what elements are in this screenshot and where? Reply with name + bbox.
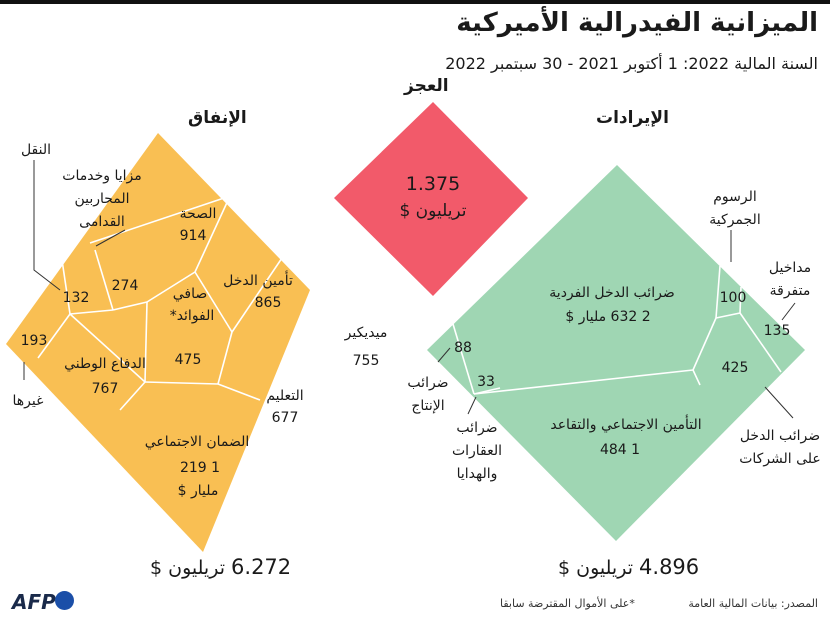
afp-logo: AFP: [12, 590, 56, 614]
spending-heading: الإنفاق: [188, 108, 247, 128]
label-misc-1: مداخيل: [769, 260, 811, 276]
label-corp-2: على الشركات: [739, 451, 821, 467]
label-veterans-3: القدامى: [79, 214, 125, 230]
revenue-value-misc: 135: [764, 323, 791, 339]
spending-cell-lines: [37, 195, 283, 411]
label-customs-1: الرسوم: [713, 189, 757, 205]
label-excise-2: الإنتاج: [411, 398, 444, 414]
spending-label-health: الصحة: [180, 206, 217, 222]
revenue-total-value: 4.896: [639, 555, 700, 579]
spending-value-education: 677: [272, 410, 299, 426]
footnote: *على الأموال المقترضة سابقا: [500, 597, 635, 610]
spending-value-social-security: 1 219: [180, 460, 220, 476]
top-rule: [0, 0, 830, 4]
revenue-value-social-ins: 1 484: [600, 442, 640, 458]
label-misc-2: متفرقة: [770, 283, 811, 299]
revenue-value-customs: 100: [720, 290, 747, 306]
label-transport: النقل: [21, 142, 51, 158]
deficit-diamond: [334, 102, 528, 296]
spending-value-medicare: 755: [353, 353, 380, 369]
spending-value-health: 914: [180, 228, 207, 244]
revenue-label-social-ins: التأمين الاجتماعي والتقاعد: [550, 414, 701, 433]
spending-diamond: [6, 133, 310, 552]
spending-total: 6.272 تريليون $: [150, 555, 291, 579]
spending-value-other: 193: [21, 333, 48, 349]
revenue-value-corp: 425: [722, 360, 749, 376]
revenue-heading: الإيرادات: [596, 108, 669, 128]
label-excise-1: ضرائب: [407, 375, 448, 391]
page-title: الميزانية الفيدرالية الأميركية: [456, 8, 818, 38]
label-corp-1: ضرائب الدخل: [740, 428, 820, 444]
deficit-heading: العجز: [404, 76, 449, 96]
deficit-unit: تريليون $: [399, 201, 466, 221]
spending-value-transport: 132: [63, 290, 90, 306]
spending-label-education: التعليم: [266, 388, 303, 404]
spending-treemap: الصحة 914 تأمين الدخل 865 ميديكير 755 ال…: [6, 133, 387, 552]
revenue-value-indiv-tax: 2 632 مليار $: [565, 309, 650, 325]
deficit-diamond-group: 1.375 تريليون $: [334, 102, 528, 296]
spending-label-social-security: الضمان الاجتماعي: [145, 434, 250, 450]
revenue-value-excise: 88: [454, 340, 472, 356]
revenue-treemap: ضرائب الدخل الفردية 2 632 مليار $ التأمي…: [427, 165, 805, 541]
revenue-diamond: [427, 165, 805, 541]
revenue-label-indiv-tax: ضرائب الدخل الفردية: [549, 285, 674, 301]
spending-label-income-security: تأمين الدخل: [223, 270, 293, 289]
callout-labels: النقل مزايا وخدمات المحاربين القدامى غير…: [13, 142, 821, 482]
label-veterans-1: مزايا وخدمات: [62, 168, 141, 184]
spending-value-veterans: 274: [112, 278, 139, 294]
spending-label-defense: الدفاع الوطني: [64, 356, 146, 372]
page-subtitle: السنة المالية 2022: 1 أكتوبر 2021 - 30 س…: [445, 54, 818, 73]
spending-total-value: 6.272: [231, 555, 292, 579]
spending-label-medicare: ميديكير: [344, 325, 388, 341]
spending-value-interest: 475: [175, 352, 202, 368]
label-estate-2: العقارات: [452, 443, 502, 459]
spending-label-interest-2: الفوائد*: [170, 308, 215, 324]
afp-logo-dot: [55, 591, 74, 610]
spending-value-defense: 767: [92, 381, 119, 397]
revenue-total-unit: تريليون $: [558, 557, 633, 579]
label-veterans-2: المحاربين: [74, 191, 129, 207]
label-estate-1: ضرائب: [456, 420, 497, 436]
label-estate-3: والهدايا: [457, 466, 498, 482]
deficit-value: 1.375: [406, 173, 460, 195]
label-other: غيرها: [13, 393, 44, 409]
label-customs-2: الجمركية: [709, 212, 760, 228]
revenue-total: 4.896 تريليون $: [558, 555, 699, 579]
revenue-cell-lines: [452, 265, 782, 395]
revenue-value-estate: 33: [477, 374, 495, 390]
spending-unit-social-security: مليار $: [178, 483, 219, 499]
spending-total-unit: تريليون $: [150, 557, 225, 579]
spending-value-income-security: 865: [255, 295, 282, 311]
leader-lines: [23, 160, 796, 419]
source-note: المصدر: بيانات المالية العامة: [688, 597, 818, 610]
spending-label-interest-1: صافي: [173, 286, 208, 302]
